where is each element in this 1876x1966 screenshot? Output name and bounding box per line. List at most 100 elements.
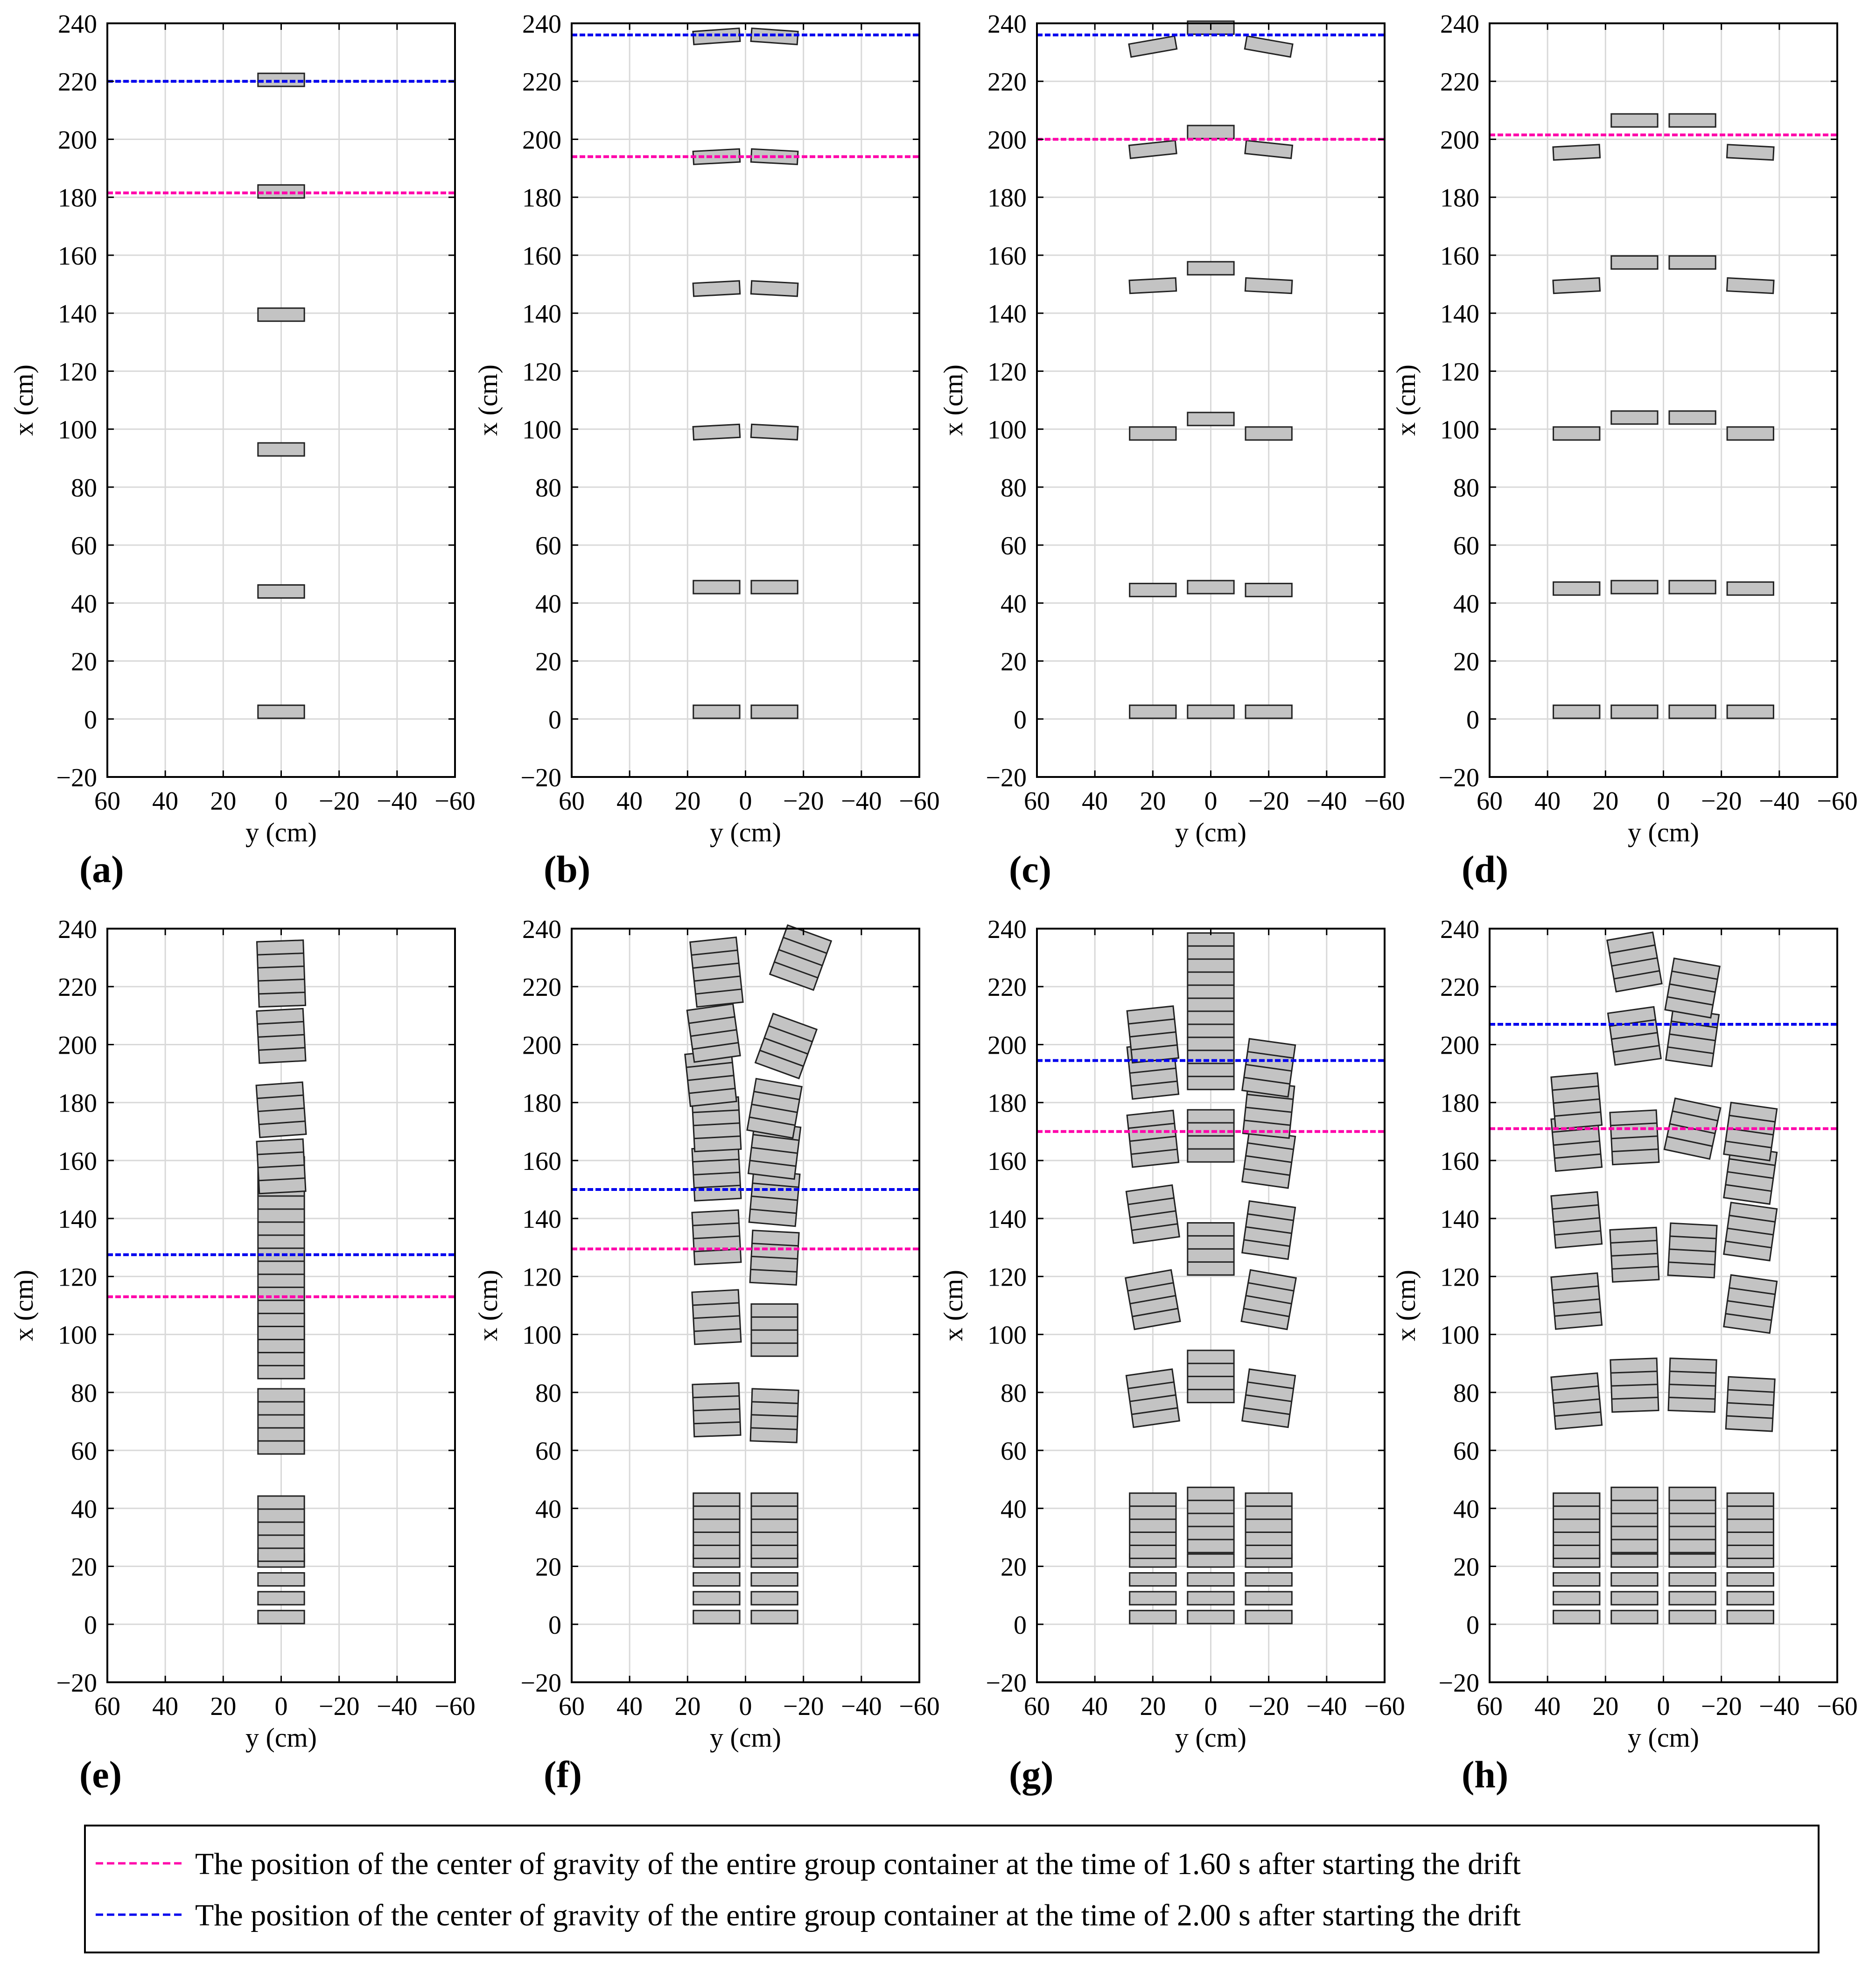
container-stack xyxy=(1726,581,1774,596)
y-tick-label: 120 xyxy=(58,1263,97,1292)
container-stack xyxy=(255,1081,307,1139)
container xyxy=(257,704,305,719)
container-layer-divider xyxy=(688,1016,735,1024)
container-stack xyxy=(1129,704,1177,719)
container xyxy=(1129,1609,1177,1624)
container-layer-divider xyxy=(1669,983,1715,993)
y-tick-label: 180 xyxy=(522,1089,561,1118)
container-layer-divider xyxy=(1614,970,1660,980)
container-layer-divider xyxy=(1552,1204,1599,1210)
container xyxy=(693,1492,741,1559)
container-stack xyxy=(257,72,305,87)
container-layer-divider xyxy=(1246,1106,1292,1113)
panel-label: (f) xyxy=(544,1753,582,1796)
container-layer-divider xyxy=(689,1088,735,1094)
container-stack xyxy=(1723,1202,1778,1262)
legend-label-2-00s: The position of the center of gravity of… xyxy=(195,1898,1521,1932)
y-tick-label: 40 xyxy=(535,589,561,618)
x-axis-label: y (cm) xyxy=(710,817,781,847)
y-tick-label: 100 xyxy=(522,416,561,445)
panel-label: (a) xyxy=(79,848,124,890)
y-tick-label: 40 xyxy=(71,589,97,618)
container-stack xyxy=(1668,255,1716,270)
container-stack xyxy=(1609,1109,1660,1166)
panel-label: (h) xyxy=(1462,1753,1508,1796)
container-stack xyxy=(1726,1492,1774,1559)
container-layer-divider xyxy=(257,1151,304,1155)
container xyxy=(1245,426,1293,441)
container xyxy=(1129,1492,1177,1559)
y-tick-label: 220 xyxy=(58,68,97,97)
container-layer-divider xyxy=(259,1120,306,1126)
container xyxy=(1129,1591,1177,1606)
x-tick-label: −20 xyxy=(1701,1692,1742,1721)
container xyxy=(1553,704,1601,719)
container-stack xyxy=(750,423,799,441)
container xyxy=(1187,1572,1235,1587)
container-layer-divider xyxy=(1612,1148,1659,1153)
container xyxy=(1726,1591,1774,1606)
container xyxy=(750,1492,798,1559)
container-stack xyxy=(1129,1492,1177,1559)
x-tick-label: 40 xyxy=(616,787,643,816)
y-tick-label: 240 xyxy=(522,915,561,944)
x-tick-label: −20 xyxy=(319,787,360,816)
y-tick-label: −20 xyxy=(56,763,97,792)
container-layer-divider xyxy=(1128,1122,1175,1129)
x-axis-label: y (cm) xyxy=(710,1722,781,1753)
container xyxy=(1726,277,1775,294)
container-stack xyxy=(1552,277,1601,294)
container-layer-divider xyxy=(1554,1111,1601,1117)
y-axis-label: x (cm) xyxy=(473,364,503,436)
container-layer-divider xyxy=(1611,1397,1659,1400)
y-tick-label: 220 xyxy=(58,973,97,1002)
x-tick-label: −60 xyxy=(434,1692,476,1721)
container xyxy=(1187,1486,1235,1553)
x-tick-label: 0 xyxy=(1204,1692,1218,1721)
container-stack xyxy=(1610,580,1659,595)
container xyxy=(1610,1572,1659,1587)
container-stack xyxy=(1550,1272,1603,1330)
container-stack xyxy=(1665,1007,1720,1067)
container xyxy=(1668,410,1716,425)
container-layer-divider xyxy=(1247,1381,1294,1389)
x-tick-label: 20 xyxy=(1592,787,1618,816)
x-tick-label: −40 xyxy=(377,1692,418,1721)
container-layer-divider xyxy=(1554,1311,1601,1317)
container-stack xyxy=(1187,1486,1235,1553)
y-tick-label: 140 xyxy=(58,300,97,329)
container-stack xyxy=(257,704,305,719)
container-stack xyxy=(693,1492,741,1559)
x-tick-label: 60 xyxy=(1477,1692,1503,1721)
container-layer-divider xyxy=(1610,1239,1657,1244)
container-layer-divider xyxy=(258,1164,305,1168)
y-tick-label: 240 xyxy=(58,915,97,944)
container-layer-divider xyxy=(1672,970,1718,980)
container xyxy=(693,704,741,719)
container-stack xyxy=(1553,1492,1601,1559)
container-stack xyxy=(1187,1350,1235,1404)
container-layer-divider xyxy=(1246,1226,1292,1234)
container-stack xyxy=(1723,1274,1778,1334)
container-stack xyxy=(1610,1357,1659,1413)
container-layer-divider xyxy=(258,966,304,969)
container-layer-divider xyxy=(1727,1171,1774,1179)
container-layer-divider xyxy=(1554,1230,1601,1236)
container-layer-divider xyxy=(764,1037,808,1055)
container-stack xyxy=(1187,704,1235,719)
container-stack xyxy=(691,1096,742,1153)
container-stack xyxy=(1726,144,1775,161)
y-tick-label: 120 xyxy=(987,1263,1027,1292)
y-tick-label: 100 xyxy=(1440,416,1479,445)
x-tick-label: −40 xyxy=(841,1692,882,1721)
y-tick-label: 100 xyxy=(522,1321,561,1350)
y-tick-label: 120 xyxy=(1440,1263,1479,1292)
container-layer-divider xyxy=(1611,957,1658,967)
container-layer-divider xyxy=(1553,1398,1600,1404)
y-tick-label: 60 xyxy=(71,1437,97,1466)
container xyxy=(693,1591,741,1606)
container xyxy=(1128,35,1178,58)
